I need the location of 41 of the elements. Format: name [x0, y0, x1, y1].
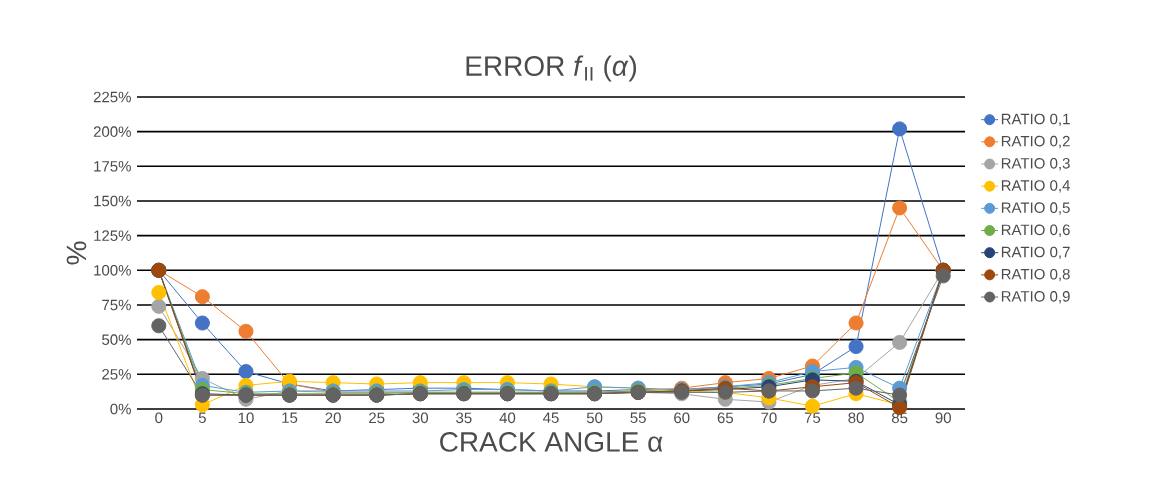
- legend-label: RATIO 0,1: [1001, 113, 1070, 127]
- x-tick-label: 10: [238, 412, 254, 424]
- y-axis-title: %: [66, 241, 87, 265]
- x-tick-label: 60: [674, 412, 690, 424]
- x-tick-label: 45: [543, 412, 559, 423]
- x-tick-label: 65: [717, 412, 734, 424]
- x-tick-label: 70: [761, 412, 777, 424]
- x-tick-label: 25: [369, 412, 385, 424]
- x-tick-label: 0: [155, 412, 163, 424]
- x-tick-label: 75: [804, 412, 821, 423]
- legend-label: RATIO 0,7: [1001, 246, 1070, 260]
- y-tick-label: 75%: [102, 299, 131, 311]
- x-tick-label: 80: [848, 412, 864, 424]
- y-tick-label: 100%: [94, 265, 131, 276]
- legend-label: RATIO 0,8: [1001, 268, 1070, 282]
- x-axis-title: CRACK ANGLE α: [440, 432, 663, 452]
- legend-label: RATIO 0,3: [1001, 158, 1070, 171]
- y-tick-label: 125%: [94, 230, 131, 241]
- x-tick-label: 30: [412, 412, 429, 424]
- x-tick-label: 90: [935, 412, 951, 424]
- legend-label: RATIO 0,5: [1001, 202, 1070, 215]
- y-tick-label: 150%: [94, 195, 131, 207]
- x-tick-label: 55: [630, 412, 646, 423]
- y-tick-label: 25%: [102, 369, 131, 380]
- x-tick-label: 5: [198, 412, 206, 423]
- y-tick-label: 200%: [93, 126, 131, 137]
- legend-label: RATIO 0,4: [1001, 180, 1070, 193]
- x-tick-label: 15: [282, 412, 298, 423]
- y-tick-label: 225%: [93, 91, 131, 103]
- y-tick-label: 0%: [110, 403, 131, 415]
- x-tick-label: 50: [586, 412, 603, 424]
- x-tick-label: 20: [325, 412, 341, 424]
- legend-label: RATIO 0,6: [1001, 224, 1070, 237]
- x-tick-label: 85: [891, 412, 908, 424]
- x-tick-label: 35: [456, 412, 472, 424]
- y-tick-label: 50%: [102, 334, 131, 345]
- x-tick-label: 40: [499, 412, 516, 424]
- y-tick-label: 175%: [94, 161, 131, 172]
- legend-label: RATIO 0,9: [1001, 291, 1070, 304]
- legend-label: RATIO 0,2: [1001, 135, 1070, 149]
- chart-title: ERROR f$_{II}$ (α): [466, 55, 637, 82]
